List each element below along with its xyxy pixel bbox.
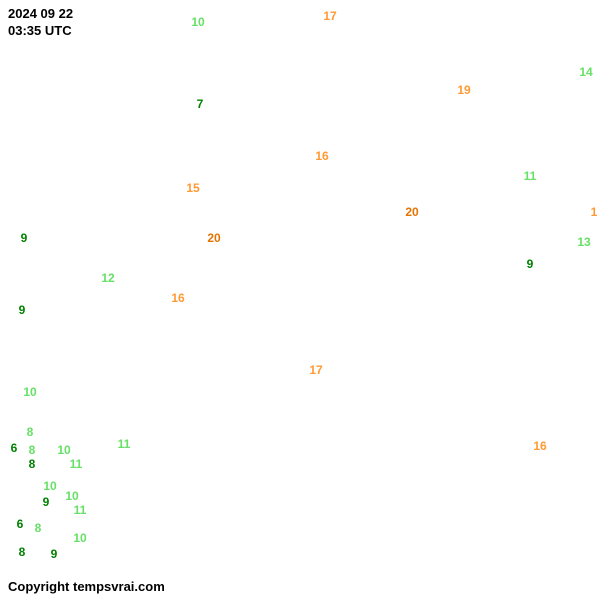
data-point: 15 [186, 181, 199, 195]
data-point: 16 [533, 439, 546, 453]
data-point: 9 [51, 547, 58, 561]
data-point: 8 [35, 521, 42, 535]
data-point: 9 [21, 231, 28, 245]
data-point: 11 [118, 437, 131, 451]
data-point: 16 [171, 291, 184, 305]
copyright-text: Copyright tempsvrai.com [8, 579, 165, 594]
data-point: 10 [73, 531, 86, 545]
data-point: 16 [315, 149, 328, 163]
data-point: 6 [11, 441, 18, 455]
data-point: 10 [23, 385, 36, 399]
data-point: 17 [323, 9, 336, 23]
data-point: 8 [29, 457, 36, 471]
time-text: 03:35 UTC [8, 23, 73, 40]
data-point: 11 [524, 169, 537, 183]
data-point: 13 [577, 235, 590, 249]
data-point: 9 [527, 257, 534, 271]
data-point: 6 [17, 517, 24, 531]
data-point: 19 [457, 83, 470, 97]
data-point: 20 [405, 205, 418, 219]
data-point: 9 [19, 303, 26, 317]
data-point: 10 [43, 479, 56, 493]
data-point: 7 [197, 97, 204, 111]
data-point: 10 [65, 489, 78, 503]
data-point: 10 [191, 15, 204, 29]
data-point: 8 [27, 425, 34, 439]
data-point: 14 [579, 65, 592, 79]
data-point: 20 [207, 231, 220, 245]
footer: Copyright tempsvrai.com [8, 579, 165, 594]
data-point: 12 [101, 271, 114, 285]
data-point: 8 [19, 545, 26, 559]
data-point: 11 [74, 503, 87, 517]
data-point: 1 [591, 205, 598, 219]
data-point: 17 [309, 363, 322, 377]
header: 2024 09 22 03:35 UTC [8, 6, 73, 40]
data-point: 10 [57, 443, 70, 457]
date-text: 2024 09 22 [8, 6, 73, 23]
data-point: 11 [70, 457, 83, 471]
data-point: 9 [43, 495, 50, 509]
data-point: 8 [29, 443, 36, 457]
